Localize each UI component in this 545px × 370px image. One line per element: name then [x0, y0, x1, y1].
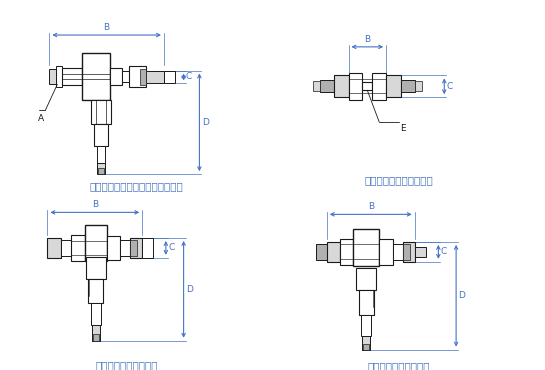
Text: B: B: [92, 201, 98, 209]
Bar: [120, 240, 130, 256]
Bar: [92, 325, 100, 341]
Bar: [146, 71, 164, 83]
Bar: [313, 81, 320, 91]
Bar: [379, 239, 393, 265]
Text: C: C: [441, 248, 447, 256]
Bar: [82, 53, 110, 100]
Bar: [403, 244, 410, 260]
Text: A: A: [38, 114, 44, 123]
Text: ＥＬ：イコールエルボ: ＥＬ：イコールエルボ: [95, 360, 158, 370]
Bar: [50, 68, 56, 84]
Bar: [47, 238, 61, 258]
Bar: [340, 239, 354, 265]
Bar: [316, 244, 327, 260]
Bar: [61, 240, 71, 256]
Text: E: E: [400, 124, 405, 133]
Text: ＥＴ：イコールチーズ: ＥＴ：イコールチーズ: [368, 361, 430, 370]
Bar: [320, 80, 334, 92]
Bar: [356, 268, 376, 290]
Bar: [86, 257, 106, 279]
Bar: [140, 68, 146, 85]
Bar: [98, 168, 104, 174]
Text: C: C: [447, 82, 453, 91]
Bar: [97, 163, 105, 174]
Text: B: B: [104, 23, 110, 32]
Bar: [88, 279, 104, 303]
Bar: [362, 336, 370, 350]
Bar: [362, 83, 372, 90]
Bar: [349, 73, 362, 100]
Text: D: D: [186, 285, 193, 294]
Bar: [85, 225, 107, 261]
Text: C: C: [186, 73, 192, 81]
Bar: [62, 68, 82, 85]
Bar: [94, 124, 107, 145]
Text: B: B: [364, 35, 371, 44]
Text: ＥＵ：イコールユニオン: ＥＵ：イコールユニオン: [365, 175, 433, 185]
Bar: [403, 242, 415, 262]
Bar: [393, 244, 403, 260]
Bar: [130, 240, 137, 256]
Text: ＳＴＬ：スタッドチーズ（Ｌ型）: ＳＴＬ：スタッドチーズ（Ｌ型）: [89, 181, 183, 191]
Bar: [415, 247, 426, 257]
Bar: [327, 242, 340, 262]
Bar: [71, 235, 85, 261]
Bar: [97, 145, 105, 163]
Bar: [372, 73, 386, 100]
Bar: [91, 100, 111, 124]
Bar: [361, 315, 371, 336]
Bar: [129, 65, 146, 87]
Bar: [93, 334, 99, 341]
Bar: [359, 290, 374, 315]
Text: D: D: [202, 118, 209, 127]
Bar: [110, 68, 123, 85]
Bar: [386, 75, 401, 97]
Bar: [415, 81, 422, 91]
Bar: [123, 71, 129, 83]
Bar: [91, 303, 101, 325]
Bar: [164, 71, 175, 83]
Bar: [142, 238, 153, 258]
Bar: [354, 229, 379, 266]
Text: C: C: [168, 243, 174, 252]
Bar: [130, 238, 142, 258]
Bar: [334, 75, 349, 97]
Bar: [107, 236, 120, 260]
Bar: [401, 80, 415, 92]
Bar: [56, 65, 62, 87]
Text: D: D: [458, 291, 465, 300]
Bar: [364, 344, 370, 350]
Text: B: B: [368, 202, 374, 211]
